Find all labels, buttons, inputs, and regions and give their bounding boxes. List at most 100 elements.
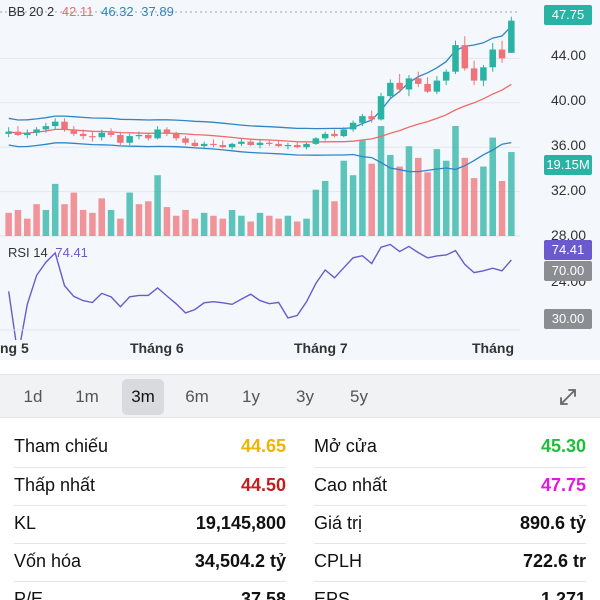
candlesticks	[5, 16, 515, 150]
range-3y-button[interactable]: 3y	[296, 387, 314, 406]
candle-body	[461, 45, 469, 69]
range-5y-button[interactable]: 5y	[350, 387, 368, 406]
volume-bar	[433, 149, 441, 236]
candle-body	[498, 49, 506, 59]
volume-bar	[14, 209, 22, 236]
price-chart[interactable]: BB 20 2 42.11 46.32 37.89 RSI 14 74.41 4…	[0, 0, 600, 360]
candle-body	[135, 134, 143, 137]
volume-bar	[452, 126, 459, 236]
candle-body	[405, 78, 413, 90]
volume-bar	[51, 183, 59, 236]
range-6m-button[interactable]: 6m	[185, 387, 209, 406]
candle-body	[42, 126, 50, 130]
volume-bar	[480, 166, 487, 236]
volume-bar	[163, 207, 171, 236]
stat-label: Vốn hóa	[14, 551, 82, 571]
stat-shares-outstanding: CPLH 722.6 tr	[314, 543, 586, 579]
price-tick: 44.00	[550, 47, 586, 63]
stat-value: 44.50	[240, 475, 286, 495]
stat-label: KL	[14, 513, 37, 533]
price-tick: 32.00	[550, 182, 586, 198]
rsi-line	[8, 243, 512, 340]
month-label: Tháng 6	[130, 340, 184, 356]
candle-body	[377, 96, 385, 120]
volume-bar	[61, 204, 68, 236]
volume-bar	[266, 215, 273, 236]
stat-high: Cao nhất 47.75	[314, 467, 586, 503]
stat-value: 47.75	[540, 475, 586, 495]
bb-upper-line	[8, 25, 512, 130]
candle-body	[33, 129, 40, 133]
candle-body	[433, 80, 441, 92]
candle-body	[191, 142, 199, 147]
candle-body	[24, 132, 31, 135]
grid-lines	[0, 11, 520, 237]
candle-body	[200, 143, 208, 147]
candle-body	[172, 133, 180, 139]
bb-upper-value: 46.32	[101, 4, 134, 19]
price-tick: 36.00	[550, 137, 586, 153]
stat-eps: EPS 1,271	[314, 581, 586, 600]
rsi-indicator-label: RSI 14 74.41	[8, 245, 88, 260]
expand-icon[interactable]	[558, 387, 578, 407]
range-3m-button[interactable]: 3m	[122, 379, 164, 415]
candle-body	[14, 131, 22, 135]
divider	[14, 467, 286, 468]
month-label: Tháng	[472, 340, 514, 356]
time-range-selector: 1d 1m 3m 6m 1y 3y 5y	[0, 374, 600, 418]
volume-bar	[256, 212, 264, 236]
volume-bar	[107, 209, 115, 236]
stat-value: 44.65	[240, 436, 286, 456]
volume-bar	[182, 209, 189, 236]
range-1m-button[interactable]: 1m	[75, 387, 99, 406]
volume-bar	[414, 157, 422, 236]
stat-value-traded: Giá trị 890.6 tỷ	[314, 505, 586, 541]
volume-bar	[387, 154, 394, 236]
candle-body	[163, 129, 171, 134]
volume-tag: 19.15M	[544, 155, 592, 175]
stat-value: 722.6 tr	[522, 551, 586, 571]
volume-bar	[24, 218, 31, 236]
rsi-lower-tag: 30.00	[544, 309, 592, 329]
range-1d-button[interactable]: 1d	[23, 387, 43, 406]
candle-body	[275, 143, 282, 147]
candle-body	[145, 134, 152, 139]
candle-body	[266, 142, 273, 144]
candle-body	[107, 132, 115, 135]
volume-bar	[368, 163, 375, 236]
price-tick: 40.00	[550, 92, 586, 108]
divider	[314, 543, 586, 544]
volume-bar	[303, 218, 310, 236]
volume-bar	[424, 172, 431, 236]
bb-indicator-label: BB 20 2 42.11 46.32 37.89	[8, 4, 174, 19]
candle-body	[396, 82, 403, 90]
candle-body	[61, 121, 68, 130]
range-1y-button[interactable]: 1y	[242, 387, 260, 406]
candle-body	[349, 122, 357, 130]
candle-body	[219, 144, 227, 148]
chart-canvas	[0, 11, 520, 340]
volume-bar	[340, 160, 348, 236]
candle-body	[293, 144, 301, 148]
candle-body	[70, 129, 78, 134]
volume-bar	[117, 218, 124, 236]
candle-body	[340, 129, 348, 137]
volume-bar	[396, 166, 403, 236]
candle-body	[228, 143, 236, 148]
volume-bar	[126, 192, 133, 236]
divider	[14, 581, 286, 582]
candle-body	[303, 143, 310, 148]
volume-bar	[359, 140, 366, 236]
candle-body	[79, 133, 87, 137]
candle-body	[331, 133, 338, 137]
candle-body	[5, 131, 12, 134]
volume-bar	[238, 215, 245, 236]
volume-bar	[442, 160, 450, 236]
rsi-upper-tag: 70.00	[544, 261, 592, 281]
candle-body	[210, 143, 217, 146]
bb-lower-value: 37.89	[141, 4, 174, 19]
stat-value: 37.58	[240, 589, 286, 600]
last-price-tag: 47.75	[544, 5, 592, 25]
candle-body	[387, 82, 394, 97]
volume-bar	[135, 204, 143, 236]
